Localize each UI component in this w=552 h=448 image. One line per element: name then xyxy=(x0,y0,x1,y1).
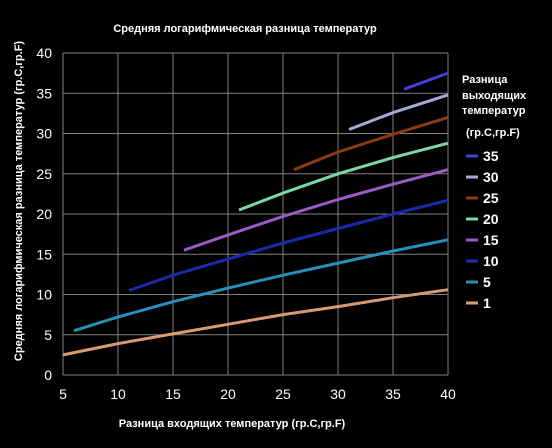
series-line-35 xyxy=(403,71,449,91)
grid xyxy=(62,52,449,376)
series-line-1 xyxy=(62,288,449,357)
legend-label-5: 5 xyxy=(483,274,491,290)
y-tick-label: 40 xyxy=(36,45,52,61)
legend-label-25: 25 xyxy=(483,190,499,206)
series-line-30 xyxy=(348,93,449,131)
legend-title-line: температур xyxy=(462,105,526,117)
chart-title: Средняя логарифмическая разница температ… xyxy=(113,23,377,35)
x-tick-label: 20 xyxy=(220,386,236,402)
y-axis-label: Средняя логарифмическая разница температ… xyxy=(13,41,25,362)
x-tick-label: 35 xyxy=(385,386,401,402)
y-tick-label: 0 xyxy=(44,367,52,383)
legend-label-15: 15 xyxy=(483,232,499,248)
legend-label-30: 30 xyxy=(483,169,499,185)
x-tick-label: 5 xyxy=(59,386,67,402)
series-line-25 xyxy=(293,115,449,172)
legend: Разница выходящих температур (гр.C,гр.F) 35 3… xyxy=(462,74,527,311)
x-tick-label: 25 xyxy=(275,386,291,402)
x-tick-label: 30 xyxy=(330,386,346,402)
series-line-20 xyxy=(238,141,449,212)
y-tick-label: 5 xyxy=(44,327,52,343)
legend-label-10: 10 xyxy=(483,253,499,269)
series-line-10 xyxy=(128,198,449,292)
legend-label-1: 1 xyxy=(483,295,491,311)
legend-title-line: Разница xyxy=(462,74,508,86)
x-tick-label: 10 xyxy=(110,386,126,402)
y-tick-label: 30 xyxy=(36,126,52,142)
x-tick-label: 40 xyxy=(440,386,456,402)
series-lines xyxy=(62,71,449,357)
series-line-15 xyxy=(183,168,449,252)
legend-label-35: 35 xyxy=(483,148,499,164)
y-tick-label: 15 xyxy=(36,246,52,262)
x-axis-label: Разница входящих температур (гр.C,гр.F) xyxy=(119,418,346,430)
y-tick-label: 35 xyxy=(36,85,52,101)
legend-title-line: выходящих xyxy=(462,90,527,102)
y-tick-label: 10 xyxy=(36,287,52,303)
legend-title-line: (гр.C,гр.F) xyxy=(466,127,520,139)
y-tick-label: 20 xyxy=(36,206,52,222)
series-line-5 xyxy=(73,238,449,333)
legend-label-20: 20 xyxy=(483,211,499,227)
x-tick-label: 15 xyxy=(165,386,181,402)
y-tick-label: 25 xyxy=(36,166,52,182)
